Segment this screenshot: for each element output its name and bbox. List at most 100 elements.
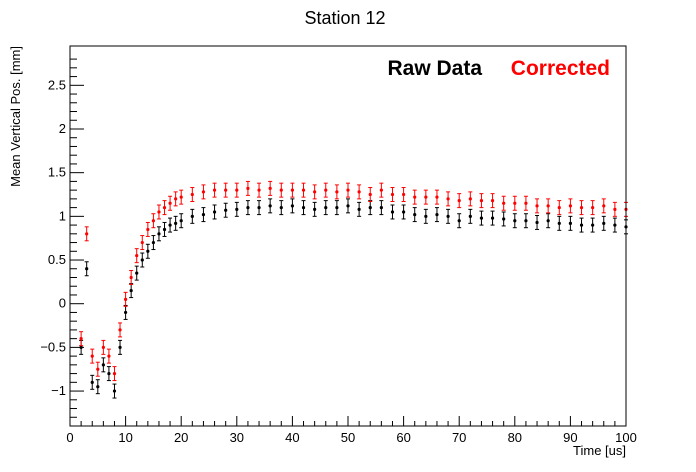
raw-data-point (612, 217, 617, 233)
marker (235, 207, 239, 211)
marker (357, 190, 361, 194)
marker (257, 188, 261, 192)
x-tick-label: 10 (118, 430, 132, 445)
corrected-point (468, 191, 473, 207)
corrected-point (190, 187, 195, 202)
corrected-point (379, 182, 384, 198)
marker (335, 206, 339, 210)
corrected-point (357, 184, 362, 200)
raw-data-point (479, 210, 484, 226)
marker (246, 186, 250, 190)
marker (162, 206, 167, 210)
marker (201, 212, 206, 217)
y-axis-title: Mean Vertical Pos. [mm] (8, 46, 23, 187)
marker (190, 192, 194, 197)
corrected-point (84, 226, 89, 242)
marker (479, 216, 484, 220)
marker (613, 207, 617, 211)
marker (301, 188, 306, 192)
raw-data-point (368, 200, 373, 216)
marker (390, 192, 395, 197)
marker (591, 223, 595, 227)
marker (85, 267, 89, 271)
corrected-point (612, 201, 617, 217)
y-tick-label: 2 (59, 121, 66, 136)
x-tick-label: 80 (508, 430, 522, 445)
raw-data-point (546, 213, 551, 229)
marker (168, 201, 172, 205)
marker (168, 223, 172, 227)
corrected-point (151, 213, 156, 229)
corrected-point (312, 184, 317, 200)
corrected-point (568, 198, 573, 214)
marker (157, 232, 161, 236)
marker (379, 206, 383, 210)
marker (174, 221, 178, 225)
corrected-point (334, 184, 339, 200)
marker (246, 206, 250, 210)
marker (179, 219, 183, 223)
marker (479, 199, 484, 203)
corrected-point (535, 198, 540, 214)
raw-data-point (162, 221, 167, 237)
marker (557, 221, 561, 225)
corrected-point (390, 187, 395, 202)
marker (546, 204, 550, 208)
marker (602, 221, 606, 225)
raw-data-point (201, 207, 206, 223)
raw-data-point (279, 200, 284, 216)
marker (613, 223, 617, 227)
marker (568, 204, 573, 208)
corrected-point (118, 322, 123, 338)
marker (101, 363, 105, 367)
raw-data-point (346, 198, 350, 214)
corrected-point (257, 182, 262, 198)
marker (135, 254, 139, 258)
marker (107, 354, 111, 358)
marker (402, 210, 406, 214)
marker (502, 217, 506, 221)
raw-data-point (412, 207, 417, 223)
marker (118, 345, 122, 349)
x-tick-label: 50 (341, 430, 355, 445)
x-tick-label: 60 (396, 430, 410, 445)
corrected-point (590, 200, 595, 216)
marker (424, 195, 428, 199)
marker (112, 371, 117, 376)
raw-data-point (401, 204, 406, 220)
raw-data-point (434, 207, 439, 223)
marker (290, 188, 294, 192)
raw-data-point (323, 200, 328, 216)
corrected-point (140, 235, 145, 251)
marker (502, 201, 506, 205)
marker (490, 199, 495, 203)
marker (457, 219, 461, 223)
raw-data-point (106, 366, 111, 382)
marker (446, 214, 450, 218)
marker (146, 249, 150, 253)
raw-data-point (140, 252, 145, 268)
x-axis-title: Time [us] (573, 443, 626, 458)
y-tick-label: 1.5 (48, 165, 66, 180)
marker (96, 367, 100, 371)
marker (179, 195, 183, 199)
marker (129, 275, 133, 280)
marker (90, 354, 94, 358)
x-tick-label: 70 (452, 430, 466, 445)
raw-data-point (173, 215, 178, 231)
marker (335, 190, 339, 194)
corrected-point (212, 182, 217, 198)
corrected-point (129, 270, 134, 285)
marker (579, 223, 584, 227)
raw-data-point (557, 215, 562, 231)
marker (535, 204, 539, 208)
marker (201, 190, 206, 194)
corrected-point (145, 221, 150, 237)
raw-data-point (568, 215, 573, 231)
raw-data-point (446, 208, 451, 224)
corrected-point (101, 339, 106, 355)
y-tick-label: 0.5 (48, 252, 66, 267)
legend-corrected: Corrected (511, 57, 610, 80)
marker (157, 210, 161, 214)
raw-data-point (512, 213, 517, 229)
